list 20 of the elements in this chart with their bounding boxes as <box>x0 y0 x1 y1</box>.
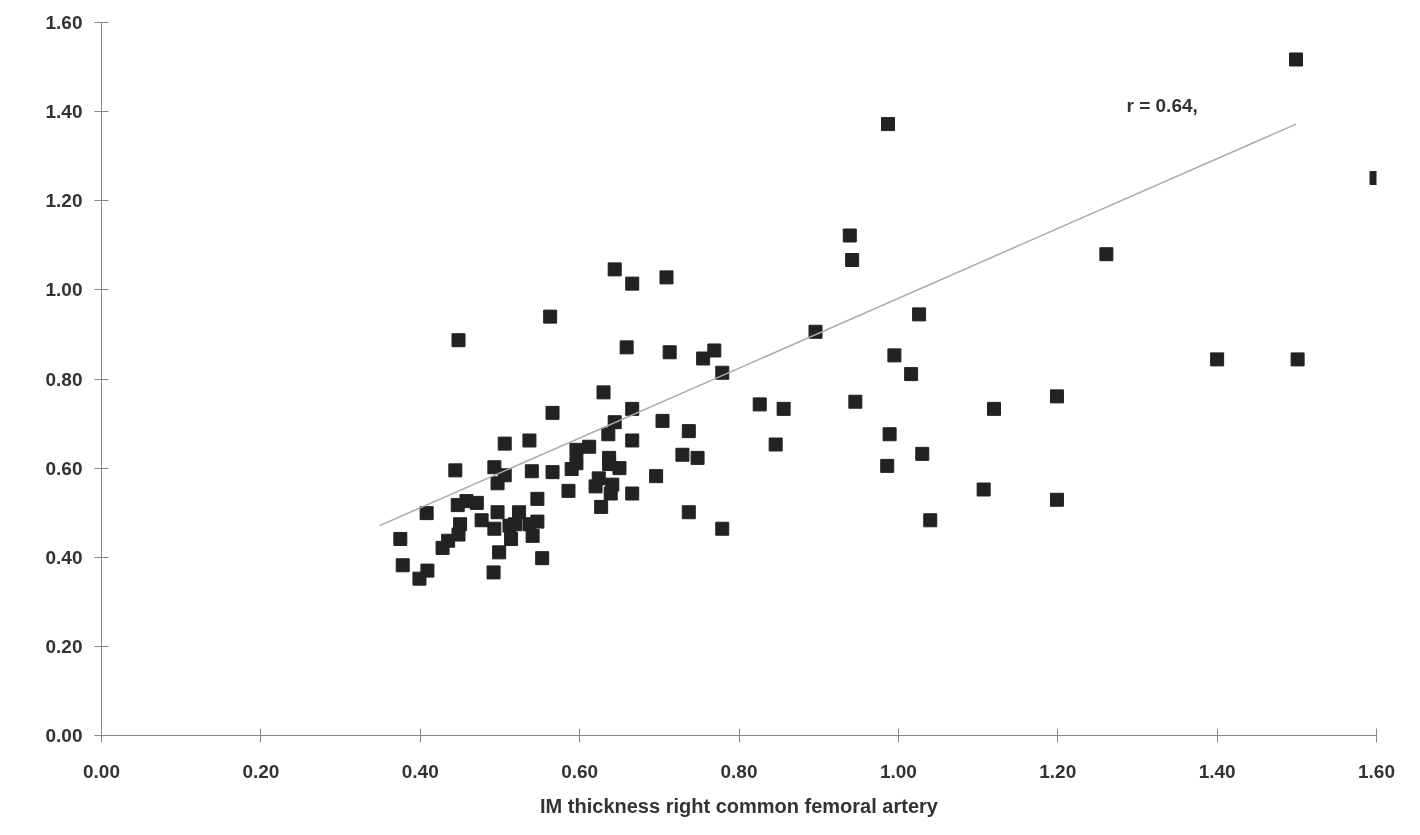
y-tick-label: 0.40 <box>45 546 83 568</box>
y-tick-label: 1.00 <box>45 279 83 301</box>
y-tick-label: 0.00 <box>45 725 83 746</box>
y-tick-label: 1.40 <box>45 101 83 123</box>
x-tick-label: 1.00 <box>879 760 917 782</box>
x-tick-label: 0.40 <box>401 760 439 782</box>
x-tick-label: 1.40 <box>1198 760 1236 782</box>
y-tick-label: 1.20 <box>45 190 83 212</box>
x-tick-label: 0.00 <box>83 760 120 782</box>
annotation: r = 0.64, <box>1126 95 1198 116</box>
y-tick-label: 0.80 <box>45 368 83 390</box>
y-tick-label: 1.60 <box>45 12 83 33</box>
x-tick-label: 0.20 <box>242 760 280 782</box>
x-tick-label: 1.20 <box>1039 760 1077 782</box>
x-tick-label: 1.60 <box>1358 760 1395 782</box>
x-axis-title: IM thickness right common femoral artery <box>540 794 939 817</box>
x-tick-label: 0.60 <box>561 760 599 782</box>
y-tick-label: 0.60 <box>45 457 83 479</box>
y-tick-label: 0.20 <box>45 635 83 657</box>
x-tick-label: 0.80 <box>720 760 758 782</box>
